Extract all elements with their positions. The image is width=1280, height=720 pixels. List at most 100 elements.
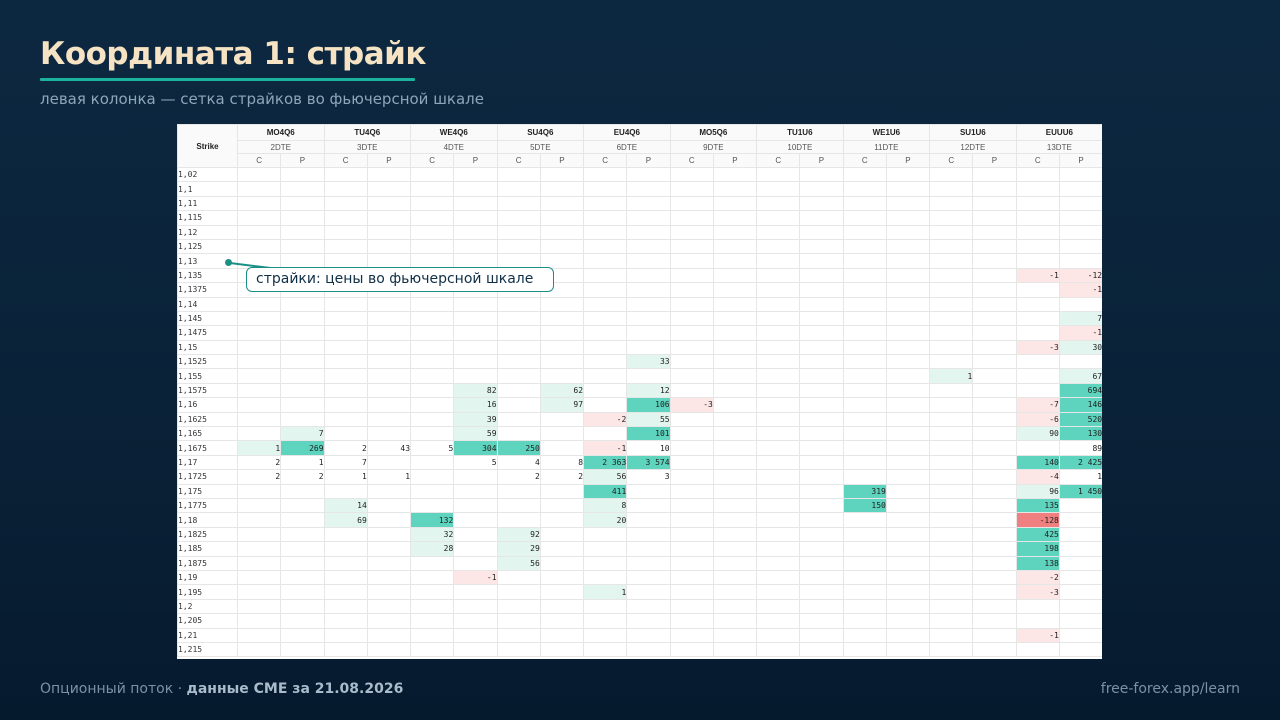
volume-cell — [799, 181, 844, 197]
volume-cell — [669, 267, 714, 284]
table-row: 1,195 1 -3 — [177, 584, 1102, 600]
volume-cell — [842, 282, 887, 298]
volume-cell — [496, 584, 541, 600]
call-column-header: C — [410, 153, 455, 168]
volume-cell — [496, 411, 541, 428]
volume-cell — [972, 195, 1017, 212]
volume-cell: 135 — [1015, 497, 1060, 514]
volume-cell — [885, 253, 931, 269]
volume-cell — [323, 296, 368, 312]
volume-cell — [972, 569, 1017, 586]
volume-cell — [929, 555, 974, 571]
volume-cell — [280, 296, 325, 312]
volume-cell: -3 — [1015, 339, 1060, 356]
volume-cell — [496, 512, 541, 528]
volume-cell — [972, 210, 1017, 226]
volume-cell — [1015, 296, 1060, 312]
table-row: 1,165 7 59 101 90 130 — [177, 426, 1102, 442]
volume-cell — [323, 224, 368, 240]
volume-cell — [842, 238, 887, 255]
volume-cell — [712, 310, 758, 327]
table-row: 1,21 -1 — [177, 627, 1102, 643]
volume-cell — [583, 238, 628, 255]
volume-cell — [539, 627, 585, 643]
volume-cell: 319 — [842, 483, 887, 499]
volume-cell — [756, 181, 801, 197]
volume-cell — [410, 555, 455, 571]
volume-cell — [280, 584, 325, 600]
volume-cell — [712, 469, 758, 485]
put-column-header: P — [799, 153, 844, 168]
volume-cell — [756, 382, 801, 399]
volume-cell — [366, 555, 412, 571]
volume-cell — [539, 497, 585, 514]
put-column-header: P — [885, 153, 931, 168]
volume-cell — [583, 426, 628, 442]
volume-cell — [756, 555, 801, 571]
volume-cell — [929, 584, 974, 600]
table-row: 1,125 — [177, 238, 1102, 255]
volume-cell — [972, 397, 1017, 413]
volume-cell — [583, 325, 628, 341]
volume-cell — [669, 483, 714, 499]
volume-cell — [366, 166, 412, 183]
volume-cell — [496, 325, 541, 341]
volume-cell: 2 — [236, 469, 282, 485]
volume-cell — [323, 195, 368, 212]
volume-cell — [885, 382, 931, 399]
volume-cell — [496, 613, 541, 629]
volume-cell — [929, 181, 974, 197]
volume-cell — [712, 238, 758, 255]
dte-header: 12DTE — [929, 140, 1017, 154]
table-row: 1,19 -1 -2 — [177, 569, 1102, 586]
volume-cell — [669, 512, 714, 528]
volume-cell — [885, 512, 931, 528]
table-row: 1,205 — [177, 613, 1102, 629]
volume-cell — [323, 426, 368, 442]
volume-cell — [929, 310, 974, 327]
volume-cell — [280, 641, 325, 658]
volume-cell — [799, 440, 844, 456]
volume-cell — [885, 354, 931, 370]
volume-cell — [712, 339, 758, 356]
volume-cell: 146 — [1058, 397, 1102, 413]
volume-cell — [669, 555, 714, 571]
volume-cell — [626, 569, 671, 586]
volume-cell — [496, 181, 541, 197]
volume-cell — [799, 497, 844, 514]
volume-cell — [410, 339, 455, 356]
strike-column-header: Strike — [177, 124, 238, 168]
volume-cell — [539, 296, 585, 312]
volume-cell — [453, 598, 498, 615]
strike-cell: 1,1875 — [177, 555, 238, 571]
put-column-header: P — [712, 153, 758, 168]
volume-cell — [626, 166, 671, 183]
volume-cell — [756, 497, 801, 514]
volume-cell — [756, 296, 801, 312]
volume-cell — [280, 181, 325, 197]
volume-cell — [842, 310, 887, 327]
volume-cell — [799, 210, 844, 226]
volume-cell — [799, 426, 844, 442]
volume-cell — [583, 627, 628, 643]
volume-cell — [885, 598, 931, 615]
volume-cell — [756, 253, 801, 269]
volume-cell — [885, 497, 931, 514]
volume-cell — [626, 238, 671, 255]
volume-cell — [712, 613, 758, 629]
put-column-header: P — [1058, 153, 1102, 168]
volume-cell — [712, 325, 758, 341]
volume-cell — [885, 224, 931, 240]
table-row: 1,175 411 319 96 1 450 — [177, 483, 1102, 499]
volume-cell — [885, 627, 931, 643]
volume-cell: -1 — [1058, 325, 1102, 341]
volume-cell — [626, 555, 671, 571]
volume-cell — [756, 310, 801, 327]
volume-cell — [496, 598, 541, 615]
volume-cell — [323, 181, 368, 197]
volume-cell — [236, 181, 282, 197]
volume-cell — [929, 440, 974, 456]
put-column-header: P — [972, 153, 1017, 168]
volume-cell — [280, 497, 325, 514]
volume-cell — [453, 325, 498, 341]
